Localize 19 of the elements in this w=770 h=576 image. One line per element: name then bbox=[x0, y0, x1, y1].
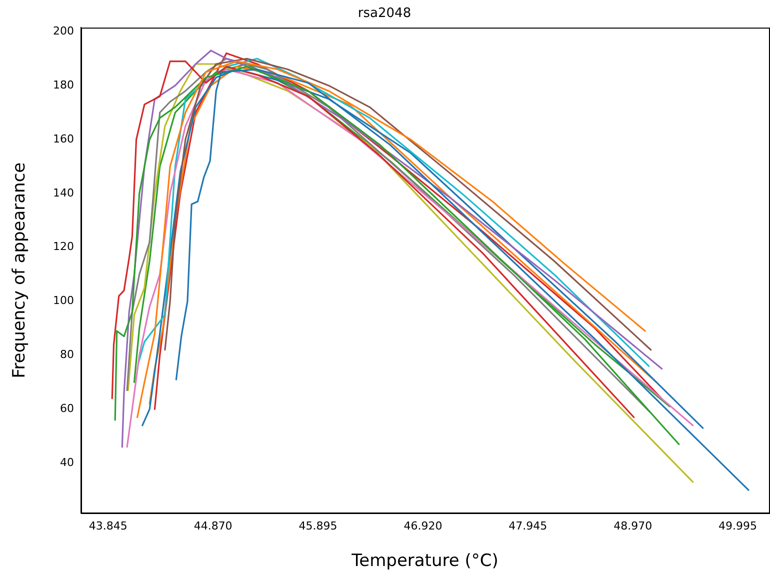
x-axis-title: Temperature (°C) bbox=[350, 551, 498, 572]
x-tick-label: 46.920 bbox=[404, 519, 442, 532]
y-tick-label: 180 bbox=[53, 78, 74, 92]
y-tick-label: 160 bbox=[53, 132, 74, 146]
y-tick-label: 120 bbox=[53, 240, 74, 254]
y-tick-label: 40 bbox=[60, 456, 74, 469]
x-tick-label: 49.995 bbox=[718, 519, 758, 532]
x-tick-label: 45.895 bbox=[298, 519, 338, 532]
x-tick-label: 43.845 bbox=[88, 519, 128, 532]
y-tick-label: 60 bbox=[60, 402, 74, 416]
y-tick-label: 80 bbox=[60, 348, 74, 362]
chart-title: rsa2048 bbox=[358, 6, 412, 22]
x-tick-label: 48.970 bbox=[614, 519, 652, 532]
x-tick-label: 47.945 bbox=[508, 519, 548, 532]
y-tick-label: 100 bbox=[53, 294, 74, 308]
x-tick-label: 44.870 bbox=[194, 519, 232, 532]
y-axis-title: Frequency of appearance bbox=[10, 162, 30, 378]
y-tick-label: 140 bbox=[53, 186, 74, 200]
y-tick-label: 200 bbox=[53, 24, 74, 38]
